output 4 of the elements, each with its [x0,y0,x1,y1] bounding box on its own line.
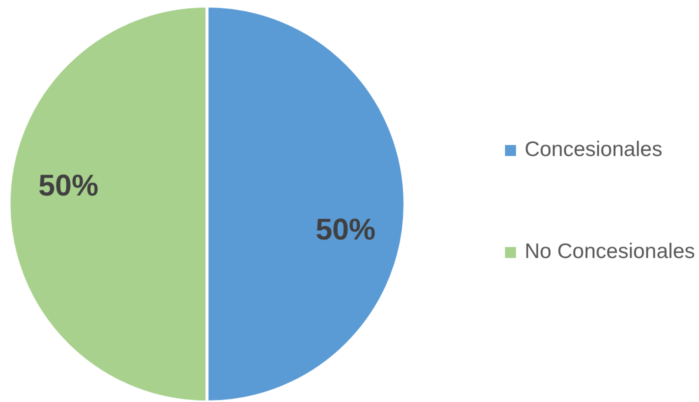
legend-label: Concesionales [524,138,662,162]
data-label: 50% [38,170,98,202]
legend-label: No Concesionales [524,240,695,264]
data-label: 50% [316,214,376,246]
